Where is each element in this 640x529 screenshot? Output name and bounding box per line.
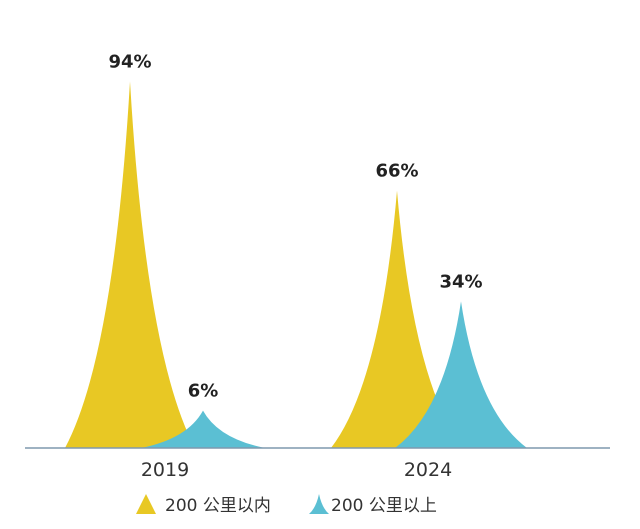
data-label: 34% — [439, 271, 482, 292]
spike-bar-2019-series-1 — [141, 410, 265, 448]
spike-bar-2019-series-0 — [65, 81, 195, 449]
legend: 200 公里以内 200 公里以上 — [136, 494, 437, 516]
x-tick-label: 2024 — [404, 459, 452, 481]
legend-marker-over-200km — [309, 494, 329, 514]
data-label: 6% — [188, 381, 219, 402]
data-label: 66% — [375, 161, 418, 182]
x-tick-label: 2019 — [141, 459, 189, 481]
data-label: 94% — [108, 51, 151, 72]
spike-bar-2024-series-1 — [395, 301, 527, 448]
legend-marker-within-200km — [136, 494, 156, 514]
spike-bar-2024-series-0 — [331, 190, 463, 448]
legend-label: 200 公里以内 — [165, 496, 271, 516]
legend-label: 200 公里以上 — [331, 496, 437, 516]
